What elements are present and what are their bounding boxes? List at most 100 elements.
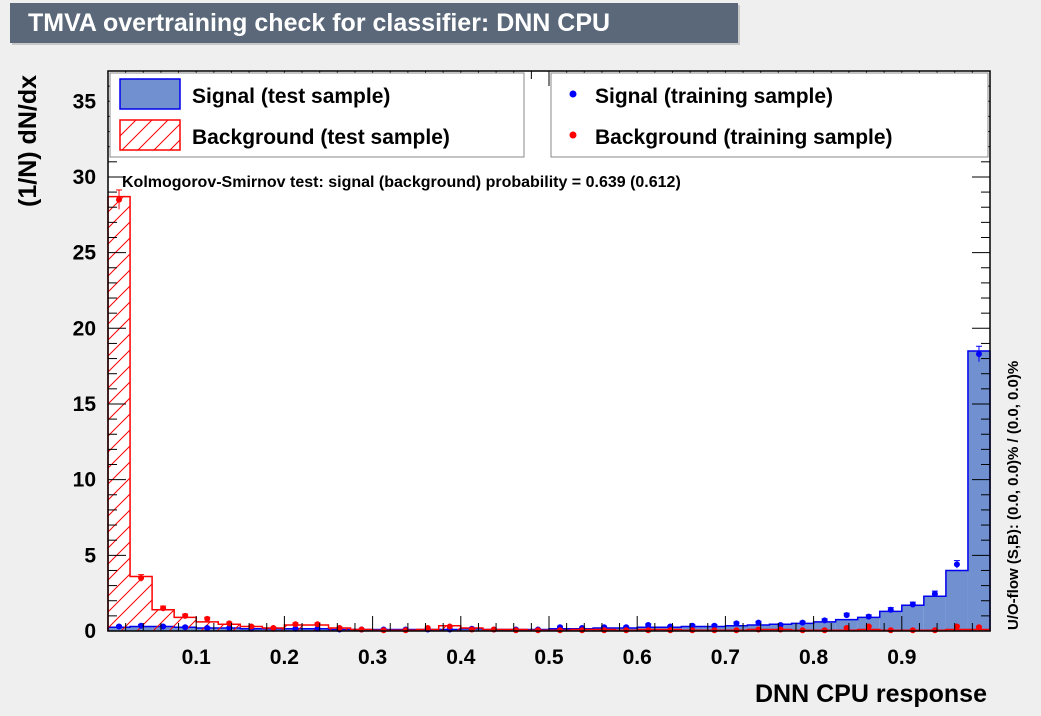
y-tick-label: 20 (73, 317, 96, 340)
signal-train-point (931, 590, 938, 597)
x-tick-label: 0.6 (623, 646, 652, 669)
signal-train-point (733, 620, 740, 627)
background-train-point (799, 627, 806, 634)
background-train-point (138, 575, 145, 582)
background-test-bar (945, 629, 968, 631)
background-train-point (711, 627, 718, 634)
signal-train-point (799, 619, 806, 626)
background-train-point (623, 627, 630, 634)
background-test-bar (152, 609, 175, 631)
y-axis-title: (1/N) dN/dx (14, 75, 42, 207)
legend-label-signal-test: Signal (test sample) (192, 85, 390, 108)
background-train-point (160, 605, 167, 612)
x-tick-label: 0.5 (534, 646, 564, 669)
signal-train-point (975, 351, 982, 358)
chart-title: TMVA overtraining check for classifier: … (10, 3, 738, 43)
background-test-bar (174, 617, 197, 631)
signal-train-point (821, 617, 828, 624)
signal-test-bar (879, 611, 902, 631)
background-train-point (843, 624, 850, 631)
legend-label-background-train: Background (training sample) (595, 126, 893, 149)
x-axis-title: DNN CPU response (755, 680, 987, 708)
background-train-point (182, 612, 189, 619)
signal-train-point (204, 624, 211, 631)
background-train-point (248, 623, 255, 630)
y-tick-label: 30 (73, 166, 96, 189)
signal-train-point (777, 621, 784, 628)
plot-area (108, 71, 990, 631)
legend-left: Signal (test sample) Background (test sa… (109, 72, 525, 158)
signal-train-point (865, 613, 872, 620)
background-test-bar (967, 629, 990, 631)
background-train-point (116, 196, 123, 203)
background-test-bar (857, 629, 880, 631)
x-tick-label: 0.3 (358, 646, 387, 669)
background-train-point (424, 624, 431, 631)
background-train-point (446, 623, 453, 630)
background-train-point (645, 627, 652, 634)
x-tick-label: 0.4 (446, 646, 476, 669)
signal-test-bar (791, 623, 814, 631)
signal-train-point (314, 625, 321, 632)
signal-train-point (138, 622, 145, 629)
background-train-point (534, 627, 541, 634)
signal-train-point (909, 601, 916, 608)
signal-train-point (292, 625, 299, 632)
signal-train-point (645, 621, 652, 628)
signal-test-bar (945, 570, 968, 631)
signal-train-point (116, 623, 123, 630)
overflow-annotation: U/O-flow (S,B): (0.0, 0.0)% / (0.0, 0.0)… (1005, 361, 1022, 630)
background-test-bar (130, 576, 153, 631)
y-tick-label: 10 (73, 469, 96, 492)
background-train-point (380, 627, 387, 634)
legend-label-background-test: Background (test sample) (192, 126, 450, 149)
legend-marker-background-train (569, 131, 577, 139)
background-train-point (909, 627, 916, 634)
background-train-point (270, 624, 277, 631)
background-train-point (292, 621, 299, 628)
signal-train-point (711, 622, 718, 629)
x-tick-label: 0.1 (182, 646, 212, 669)
x-tick-label: 0.8 (799, 646, 829, 669)
legend-swatch-signal-test (119, 78, 181, 110)
legend-marker-signal-train (569, 90, 577, 98)
y-tick-labels: 0 5 10 15 20 25 30 35 (73, 90, 97, 643)
signal-test-bar (813, 621, 836, 631)
background-train-point (557, 627, 564, 634)
signal-train-point (160, 623, 167, 630)
background-training-points (116, 189, 982, 634)
y-tick-label: 0 (84, 620, 96, 643)
background-train-point (314, 621, 321, 628)
signal-train-point (226, 624, 233, 631)
x-tick-labels: 0.1 0.2 0.3 0.4 0.5 0.6 0.7 0.8 0.9 (182, 646, 917, 669)
background-train-point (821, 627, 828, 634)
signal-train-point (887, 606, 894, 613)
signal-train-point (843, 612, 850, 619)
legend-label-signal-train: Signal (training sample) (595, 85, 833, 108)
legend-swatch-background-test (119, 119, 181, 151)
background-train-point (336, 624, 343, 631)
background-test-bar (108, 196, 131, 631)
legend-right: Signal (training sample) Background (tra… (550, 72, 989, 158)
y-tick-label: 15 (73, 393, 97, 416)
y-tick-label: 25 (73, 242, 97, 265)
background-train-point (975, 624, 982, 631)
y-tick-label: 35 (73, 90, 97, 113)
signal-train-point (182, 624, 189, 631)
background-train-point (204, 615, 211, 622)
signal-train-point (755, 619, 762, 626)
signal-test-bar (901, 605, 924, 631)
ks-test-annotation: Kolmogorov-Smirnov test: signal (backgro… (122, 174, 681, 191)
signal-test-bar (923, 596, 946, 631)
y-tick-label: 5 (84, 544, 96, 567)
background-train-point (226, 620, 233, 627)
x-tick-label: 0.2 (270, 646, 299, 669)
background-train-point (953, 623, 960, 630)
background-train-point (733, 627, 740, 634)
signal-test-bar (967, 351, 990, 631)
background-train-point (865, 623, 872, 630)
signal-train-point (953, 561, 960, 568)
x-tick-label: 0.9 (887, 646, 916, 669)
x-tick-label: 0.7 (711, 646, 740, 669)
